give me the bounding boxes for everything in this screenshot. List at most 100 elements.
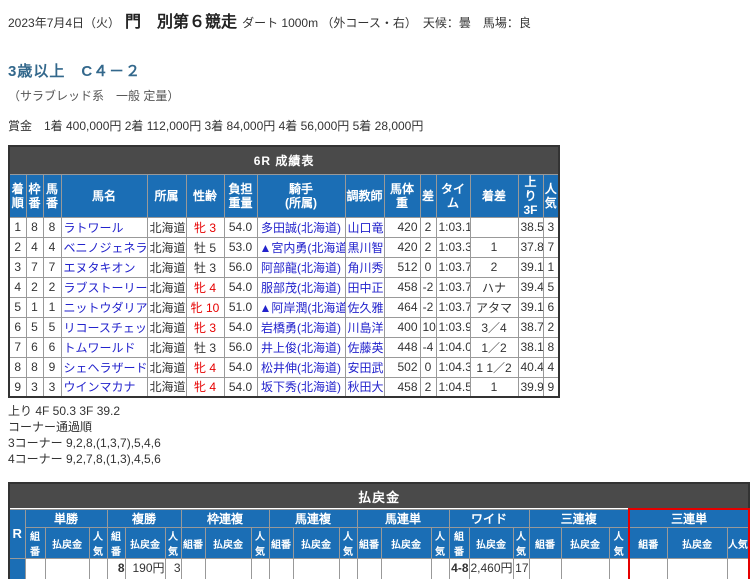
trainer-link[interactable]: 黒川智 xyxy=(344,236,385,258)
jockey-link[interactable]: ▲阿岸潤(北海道) xyxy=(256,296,346,318)
jockey-link[interactable]: 岩橋勇(北海道) xyxy=(256,316,346,338)
results-cell-pos: 2 xyxy=(8,236,27,258)
payout-sub-header: 組番 xyxy=(268,527,294,559)
horse-name-link[interactable]: シェヘラザード xyxy=(60,356,148,378)
results-cell-margin: 1 xyxy=(469,376,519,398)
corner-order-header: コーナー通過順 xyxy=(8,420,93,434)
payout-sub-header-row: 組番 払戻金 人気 組番 払戻金 人気 組番 払戻金 人気 組番 払戻金 人気 組番 払戻金 人気 組番 払戻金… xyxy=(9,527,751,559)
payout-value-line: 17 xyxy=(515,561,529,575)
payout-amount-cell: 58,740円 xyxy=(380,558,432,579)
jockey-link[interactable]: 服部茂(北海道) xyxy=(256,276,346,298)
payout-combination-cell: 8-4-7 xyxy=(628,558,668,579)
results-cell-aff: 北海道 xyxy=(146,336,187,358)
results-cell-frame: 2 xyxy=(25,276,44,298)
results-column-header: 差 xyxy=(419,173,437,218)
payout-sub-header: 組番 xyxy=(628,527,668,559)
results-cell-aff: 北海道 xyxy=(146,316,187,338)
horse-name-link[interactable]: トムワールド xyxy=(60,336,148,358)
payout-group-header: 馬連複 xyxy=(268,508,358,528)
results-cell-weight: 54.0 xyxy=(223,356,258,378)
results-cell-weight: 53.0 xyxy=(223,236,258,258)
payout-amount-cell: 15,110円 xyxy=(204,558,252,579)
results-header-row: 着 順枠 番馬 番馬名 所属 性齢 負担 重量 騎手 (所属) 調教師 馬体重差タイム 着差上… xyxy=(8,173,560,218)
results-cell-margin: アタマ xyxy=(469,296,519,318)
results-cell-num: 9 xyxy=(42,356,62,378)
payout-race-number: 6 xyxy=(8,558,26,579)
payout-sub-header: 人気 xyxy=(250,527,270,559)
results-cell-weight: 56.0 xyxy=(223,256,258,278)
payout-combination-cell: 4-8 xyxy=(268,558,294,579)
results-cell-time: 1:03.9 xyxy=(435,316,471,338)
trainer-link[interactable]: 佐藤英 xyxy=(344,336,385,358)
horse-name-link[interactable]: ラブストーリー xyxy=(60,276,148,298)
results-cell-sex: 牝 10 xyxy=(185,296,225,318)
trainer-link[interactable]: 安田武 xyxy=(344,356,385,378)
results-row: 5 1 1 ニットウダリア 北海道牝 10 51.0 ▲阿岸潤(北海道) 佐久雅 464 -2 1:… xyxy=(8,296,560,318)
results-column-header: 負担 重量 xyxy=(223,173,258,218)
jockey-link[interactable]: ▲宮内勇(北海道) xyxy=(256,236,346,258)
results-cell-diff: 2 xyxy=(419,216,437,238)
horse-name-link[interactable]: エヌタキオン xyxy=(60,256,148,278)
trainer-link[interactable]: 川島洋 xyxy=(344,316,385,338)
results-cell-aff: 北海道 xyxy=(146,236,187,258)
payout-group-header: 複勝 xyxy=(106,508,182,528)
results-cell-weight: 54.0 xyxy=(223,376,258,398)
results-column-header: 騎手 (所属) xyxy=(256,173,346,218)
results-column-header: 馬 番 xyxy=(42,173,62,218)
jockey-link[interactable]: 井上俊(北海道) xyxy=(256,336,346,358)
results-cell-frame: 4 xyxy=(25,236,44,258)
results-cell-pos: 3 xyxy=(8,256,27,278)
results-cell-sex: 牡 5 xyxy=(185,236,225,258)
jockey-link[interactable]: 松井伸(北海道) xyxy=(256,356,346,378)
results-cell-last3f: 39.1 xyxy=(517,296,544,318)
payout-group-header: 枠連複 xyxy=(180,508,270,528)
results-cell-pop: 9 xyxy=(542,376,560,398)
corner3-line: 3コーナー 9,2,8,(1,3,7),5,4,6 xyxy=(8,436,161,450)
results-cell-frame: 3 xyxy=(25,376,44,398)
results-cell-diff: 2 xyxy=(419,236,437,258)
trainer-link[interactable]: 田中正 xyxy=(344,276,385,298)
results-cell-margin: 2 xyxy=(469,256,519,278)
results-cell-margin: 1 xyxy=(469,236,519,258)
results-row: 8 8 9 シェヘラザード 北海道牝 4 54.0 松井伸(北海道) 安田武 502 0 1:04.… xyxy=(8,356,560,378)
race-title: 門 別第６競走 xyxy=(125,14,238,31)
payout-popularity-cell: 153 xyxy=(726,558,751,579)
payout-amount-cell: 3,900円 xyxy=(560,558,610,579)
results-cell-diff: 0 xyxy=(419,256,437,278)
results-cell-time: 1:04.5 xyxy=(435,376,471,398)
horse-name-link[interactable]: ウインマカナ xyxy=(60,376,148,398)
results-cell-pos: 4 xyxy=(8,276,27,298)
jockey-link[interactable]: 多田誠(北海道) xyxy=(256,216,346,238)
horse-name-link[interactable]: ラトワール xyxy=(60,216,148,238)
results-cell-num: 8 xyxy=(42,216,62,238)
horse-name-link[interactable]: ベニノジェネラル xyxy=(60,236,148,258)
payout-amount-cell: 1,090円 xyxy=(44,558,90,579)
results-cell-pop: 1 xyxy=(542,256,560,278)
payout-sub-header: 払戻金 xyxy=(124,527,166,559)
horse-name-link[interactable]: リコースチェッキン xyxy=(60,316,148,338)
results-cell-weight: 54.0 xyxy=(223,276,258,298)
payout-combination-cell: 4-7-8 xyxy=(528,558,562,579)
race-header-line: 2023年7月4日（火） 門 別第６競走 ダート 1000m （外コース・右） 天候… xyxy=(8,8,755,32)
payout-sub-header: 払戻金 xyxy=(468,527,514,559)
trainer-link[interactable]: 秋田大 xyxy=(344,376,385,398)
trainer-link[interactable]: 佐久雅 xyxy=(344,296,385,318)
jockey-link[interactable]: 阿部龍(北海道) xyxy=(256,256,346,278)
payout-value-line: 2,460円 xyxy=(470,561,513,575)
results-row: 1 8 8 ラトワール 北海道牝 3 54.0 多田誠(北海道) 山口竜 420 2 1:03.1 3… xyxy=(8,216,560,238)
results-cell-sex: 牡 3 xyxy=(185,256,225,278)
results-cell-margin: 1／2 xyxy=(469,336,519,358)
trainer-link[interactable]: 角川秀 xyxy=(344,256,385,278)
results-cell-weight: 56.0 xyxy=(223,336,258,358)
results-cell-num: 7 xyxy=(42,256,62,278)
trainer-link[interactable]: 山口竜 xyxy=(344,216,385,238)
jockey-link[interactable]: 坂下秀(北海道) xyxy=(256,376,346,398)
results-cell-diff: -4 xyxy=(419,336,437,358)
results-row: 244ベニノジェネラル北海道牡 553.0▲宮内勇(北海道)黒川智42021:0… xyxy=(8,236,560,258)
results-cell-pos: 1 xyxy=(8,216,27,238)
horse-name-link[interactable]: ニットウダリア xyxy=(60,296,148,318)
results-cell-aff: 北海道 xyxy=(146,216,187,238)
results-cell-pop: 4 xyxy=(542,356,560,378)
payout-data-row: 6 81,090円3847190円460円100円3614-815,110円11… xyxy=(8,558,751,579)
